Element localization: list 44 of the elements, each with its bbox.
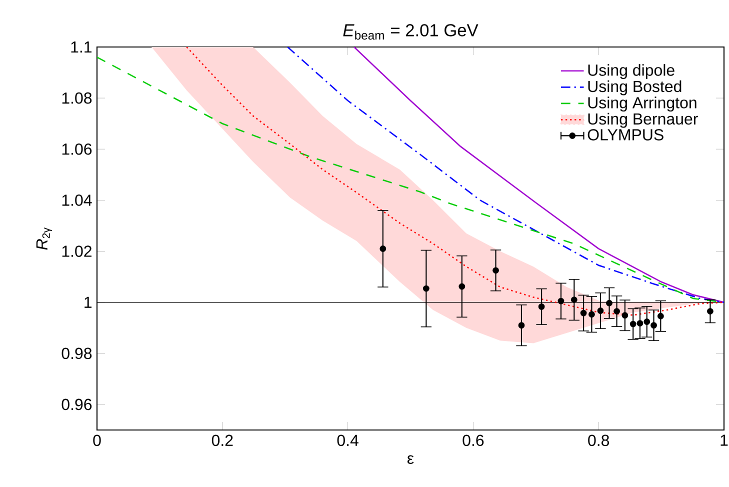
point	[707, 308, 714, 314]
legend-label: Using dipole	[588, 64, 674, 80]
point	[588, 311, 595, 318]
point	[644, 318, 650, 325]
x-tick-label: 0.8	[588, 434, 610, 446]
point	[538, 303, 545, 310]
legend-label: Using Arrington	[588, 96, 696, 112]
point	[650, 322, 657, 329]
point	[636, 320, 644, 326]
x-axis-title: ε	[407, 455, 414, 464]
y-tick-label: 1.08	[62, 92, 92, 104]
x-tick-label: 0.4	[337, 434, 358, 446]
y-tick-label: 1.1	[71, 42, 92, 53]
point	[597, 308, 604, 314]
y-tick-label: 1	[84, 296, 92, 308]
point	[614, 308, 620, 314]
y-tick-label: 0.96	[62, 398, 92, 410]
point	[570, 296, 578, 303]
point	[518, 322, 525, 329]
y-tick-label: 1.06	[62, 143, 92, 155]
legend-label: Using Bosted	[588, 80, 682, 96]
y-axis-title: R$_{2γ}$	[36, 227, 52, 250]
point	[580, 310, 587, 316]
x-tick-label: 0.6	[462, 434, 484, 446]
x-tick-label: 0	[93, 434, 101, 446]
legend-label: Using Bernauer	[588, 112, 698, 128]
x-tick-label: 1	[720, 434, 728, 446]
point	[657, 312, 664, 320]
point	[492, 267, 499, 274]
point	[606, 300, 612, 306]
point	[622, 312, 628, 319]
y-tick-label: 1.04	[62, 194, 92, 206]
point	[380, 246, 386, 252]
point	[630, 320, 636, 328]
legend-label: OLYMPUS	[588, 129, 664, 140]
point	[422, 285, 430, 292]
line-series	[286, 47, 724, 304]
point	[558, 298, 564, 304]
point	[458, 283, 466, 290]
line-series	[353, 47, 724, 304]
y-tick-label: 1.02	[62, 246, 92, 257]
y-tick-label: 0.98	[62, 348, 92, 360]
x-tick-label: 0.2	[212, 434, 233, 446]
chart-title: E$_{beam}$ = 2.01 GeV	[343, 24, 478, 40]
